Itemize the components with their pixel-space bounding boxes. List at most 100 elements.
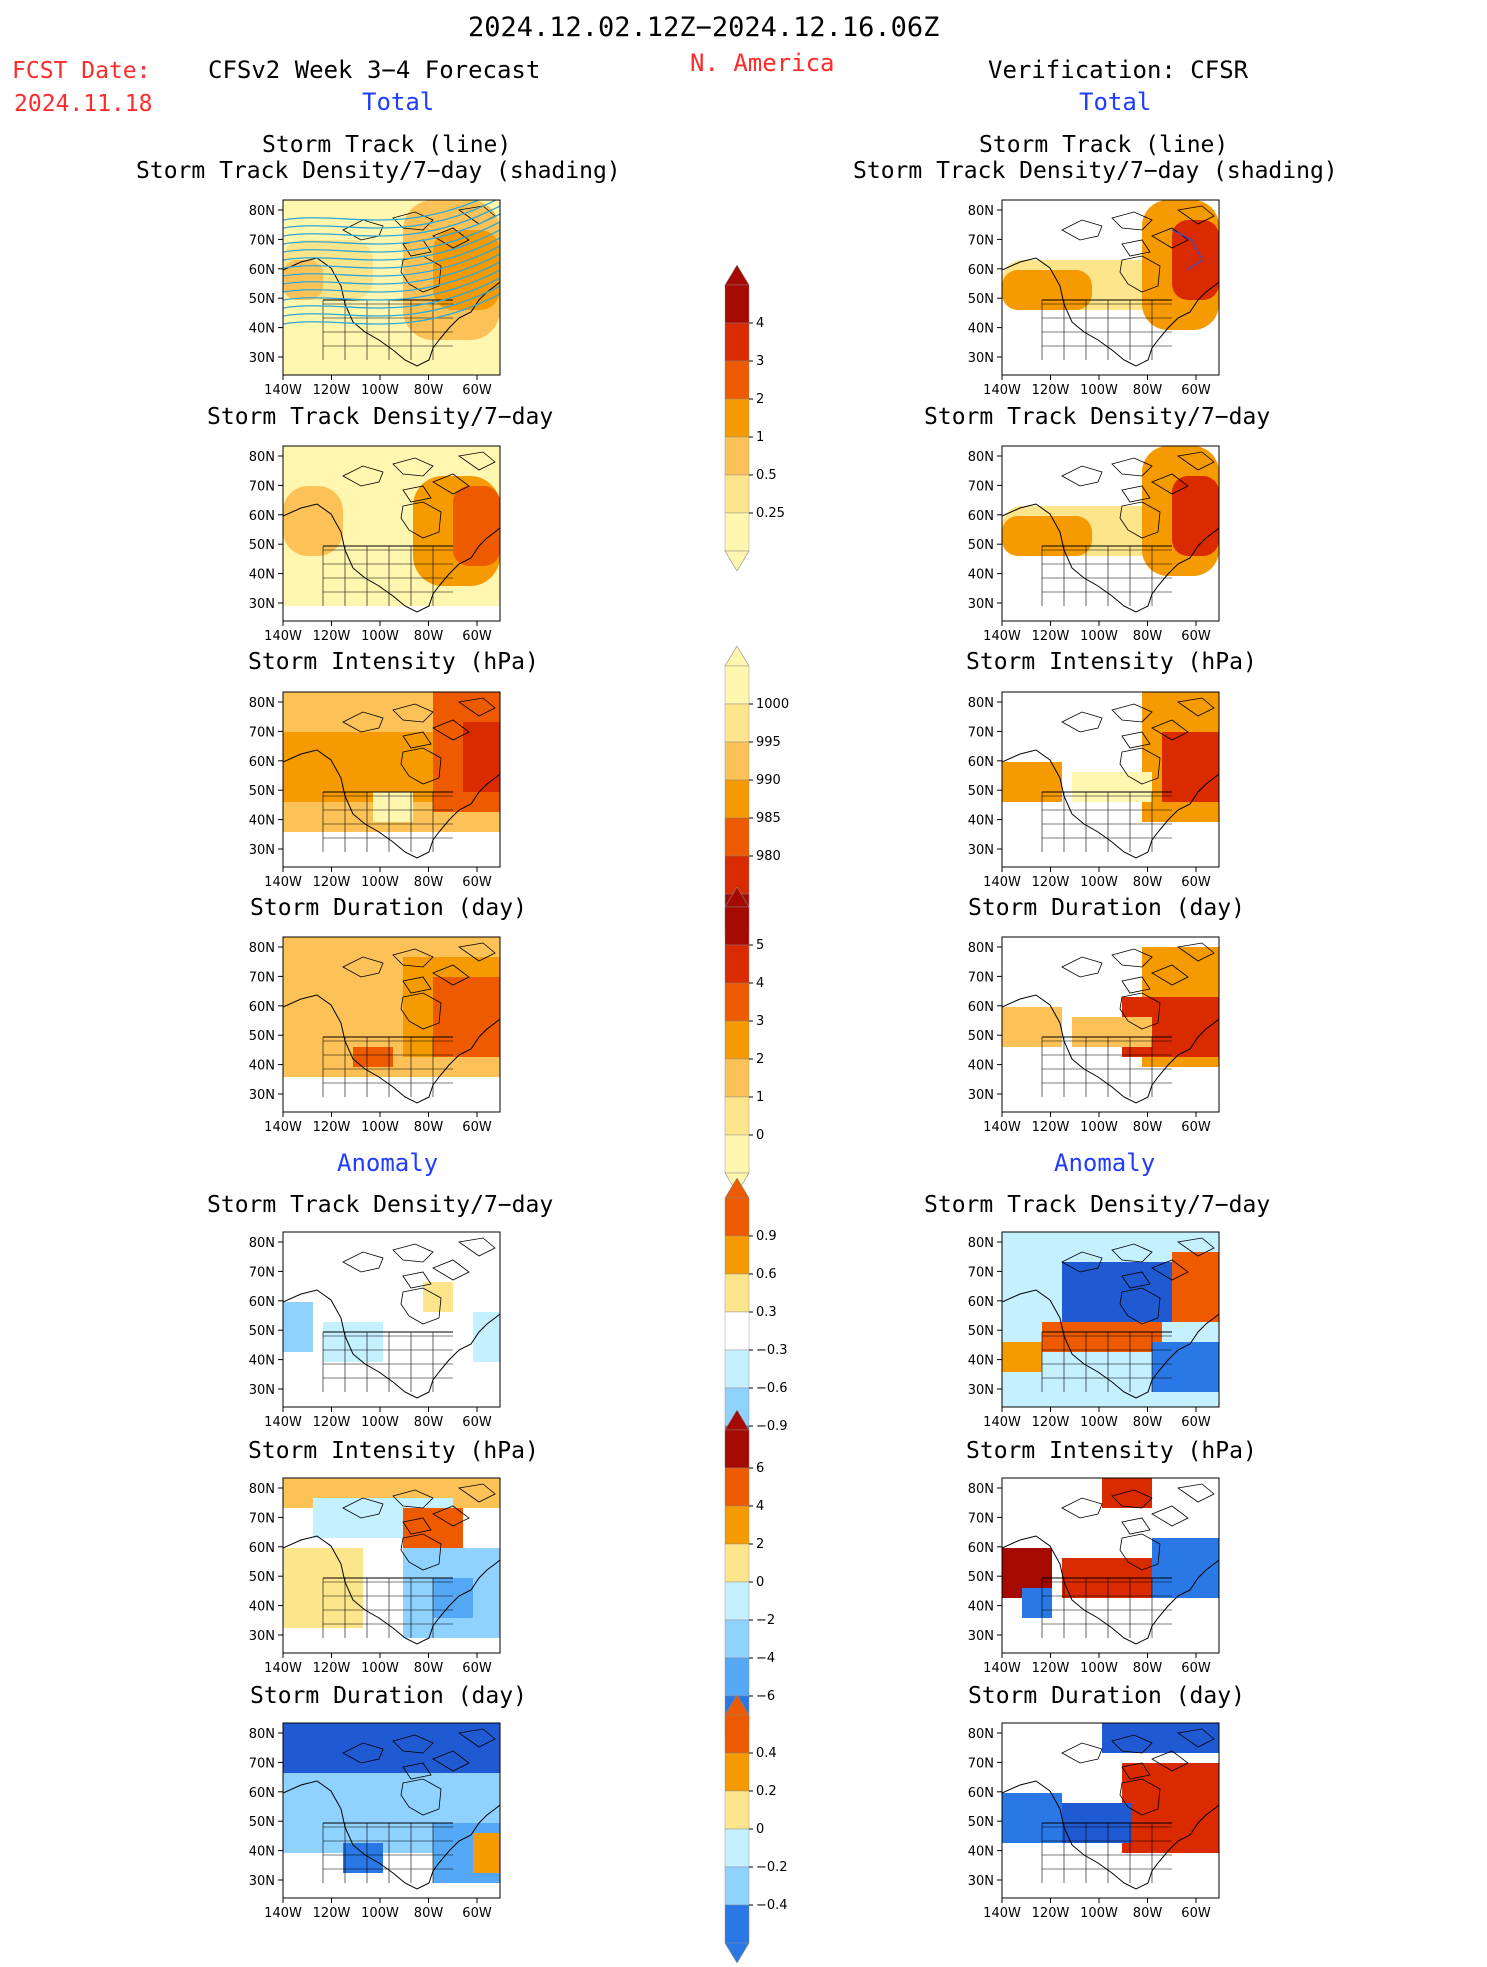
lon-label: 100W: [361, 629, 399, 644]
colorbar-density-anom: 0.9 0.6 0.3 −0.3 −0.6 −0.9: [720, 1177, 810, 1485]
lat-label: 80N: [968, 941, 994, 956]
lon-label: 60W: [1181, 1661, 1211, 1676]
lon-label: 80W: [414, 875, 444, 890]
colorbar-tick-label: −0.9: [756, 1419, 788, 1434]
lat-label: 80N: [968, 204, 994, 219]
lat-label: 80N: [249, 1482, 275, 1497]
lat-label: 60N: [249, 755, 275, 770]
panel-title-intensity-anom-left: Storm Intensity (hPa): [248, 1438, 539, 1464]
lat-label: 50N: [968, 538, 994, 553]
lon-label: 60W: [1181, 1120, 1211, 1135]
anomaly-label-left: Anomaly: [337, 1149, 439, 1177]
lon-label: 60W: [462, 875, 492, 890]
lat-label: 60N: [249, 1786, 275, 1801]
lat-label: 70N: [249, 1511, 275, 1526]
panel-title-density-anom-left: Storm Track Density/7−day: [207, 1192, 554, 1218]
lon-label: 140W: [264, 1906, 302, 1921]
lon-label: 60W: [1181, 1906, 1211, 1921]
colorbar-tick-label: −6: [756, 1689, 775, 1704]
lat-label: 80N: [968, 1482, 994, 1497]
panel-title-intensity-right: Storm Intensity (hPa): [966, 649, 1257, 675]
lon-label: 120W: [313, 875, 351, 890]
colorbar-tick-label: 4: [756, 976, 764, 991]
map-panel-left-density-anom: 80N 70N 60N 50N 40N 30N 140W 120W 100W 80W 60W: [243, 1226, 520, 1431]
colorbar-tick-label: 0.3: [756, 1305, 777, 1320]
lat-label: 70N: [968, 970, 994, 985]
map-panel-right-track: 80N 70N 60N 50N 40N 30N 140W 120W 100W 80W 60W: [962, 194, 1239, 399]
lon-label: 120W: [1032, 629, 1070, 644]
lon-label: 60W: [1181, 875, 1211, 890]
colorbar-tick-label: 1: [756, 1090, 764, 1105]
lat-label: 40N: [249, 1600, 275, 1615]
lon-label: 100W: [1080, 383, 1118, 398]
region-title: N. America: [690, 49, 835, 77]
lat-label: 30N: [249, 1088, 275, 1103]
colorbar-tick-label: 4: [756, 316, 764, 331]
lon-label: 60W: [1181, 1415, 1211, 1430]
map-panel-left-intensity: 80N 70N 60N 50N 40N 30N 140W 120W 100W 80W 60W: [243, 686, 520, 891]
map-panel-right-duration-anom: 80N 70N 60N 50N 40N 30N 140W 120W 100W 80W 60W: [962, 1717, 1239, 1922]
lat-label: 30N: [968, 843, 994, 858]
lon-label: 140W: [264, 875, 302, 890]
total-label-left: Total: [362, 88, 435, 116]
lon-label: 120W: [1032, 875, 1070, 890]
colorbar-tick-label: 3: [756, 354, 764, 369]
lon-label: 100W: [1080, 1906, 1118, 1921]
model-title: CFSv2 Week 3−4 Forecast: [208, 56, 541, 84]
map-panel-left-duration: 80N 70N 60N 50N 40N 30N 140W 120W 100W 80W 60W: [243, 931, 520, 1136]
lon-label: 80W: [414, 629, 444, 644]
colorbar-tick-label: 1000: [756, 697, 789, 712]
lat-label: 50N: [249, 1815, 275, 1830]
lon-label: 140W: [264, 383, 302, 398]
lon-label: 120W: [1032, 1906, 1070, 1921]
lat-label: 80N: [968, 1236, 994, 1251]
lat-label: 80N: [249, 941, 275, 956]
panel-title-track-line-right: Storm Track (line): [979, 132, 1229, 158]
panel-title-track-line-left: Storm Track (line): [262, 132, 512, 158]
colorbar-duration-total: 5 4 3 2 1 0: [720, 886, 810, 1194]
map-panel-right-density-anom: 80N 70N 60N 50N 40N 30N 140W 120W 100W 80W 60W: [962, 1226, 1239, 1431]
lat-label: 60N: [249, 1000, 275, 1015]
colorbar-tick-label: 3: [756, 1014, 764, 1029]
lat-label: 80N: [249, 1727, 275, 1742]
lat-label: 70N: [968, 1511, 994, 1526]
lat-label: 30N: [968, 1874, 994, 1889]
lon-label: 120W: [313, 1415, 351, 1430]
map-panel-right-intensity-anom: 80N 70N 60N 50N 40N 30N 140W 120W 100W 80W 60W: [962, 1472, 1239, 1677]
map-svg: 80N 70N 60N 50N 40N 30N 140W 120W 100W 80W 60W: [968, 1477, 1220, 1676]
panel-title-duration-left: Storm Duration (day): [250, 895, 527, 921]
colorbar-tick-label: 0: [756, 1575, 764, 1590]
colorbar-svg: 0.4 0.2 0 −0.2 −0.4: [724, 1694, 788, 1964]
fcst-date-label: FCST Date:: [12, 58, 151, 84]
map-panel-left-density: 80N 70N 60N 50N 40N 30N 140W 120W 100W 80W 60W: [243, 440, 520, 645]
colorbar-tick-label: 0.2: [756, 1784, 777, 1799]
map-panel-right-density: 80N 70N 60N 50N 40N 30N 140W 120W 100W 80W 60W: [962, 440, 1239, 645]
lon-label: 140W: [264, 1661, 302, 1676]
lon-label: 80W: [1133, 383, 1163, 398]
lat-label: 40N: [968, 568, 994, 583]
lat-label: 60N: [249, 1541, 275, 1556]
lat-label: 50N: [968, 292, 994, 307]
lat-label: 70N: [968, 725, 994, 740]
colorbar-tick-label: −0.6: [756, 1381, 788, 1396]
lat-label: 60N: [968, 1541, 994, 1556]
lat-label: 50N: [249, 1570, 275, 1585]
colorbar-tick-label: 0: [756, 1128, 764, 1143]
map-svg: 80N 70N 60N 50N 40N 30N 140W 120W 100W 80W 60W: [968, 691, 1220, 890]
lat-label: 70N: [249, 725, 275, 740]
lon-label: 60W: [462, 1661, 492, 1676]
lat-label: 60N: [968, 1786, 994, 1801]
colorbar-tick-label: 2: [756, 392, 764, 407]
lat-label: 70N: [249, 233, 275, 248]
lon-label: 140W: [264, 1120, 302, 1135]
lat-label: 70N: [968, 233, 994, 248]
lon-label: 80W: [1133, 1415, 1163, 1430]
lat-label: 60N: [249, 263, 275, 278]
colorbar-tick-label: −2: [756, 1613, 775, 1628]
panel-title-intensity-left: Storm Intensity (hPa): [248, 649, 539, 675]
colorbar-tick-label: 2: [756, 1537, 764, 1552]
map-svg: 80N 70N 60N 50N 40N 30N 140W 120W 100W 80W 60W: [968, 445, 1220, 644]
colorbar-tick-label: −0.4: [756, 1898, 788, 1913]
colorbar-tick-label: 2: [756, 1052, 764, 1067]
colorbar-tick-label: 980: [756, 849, 781, 864]
